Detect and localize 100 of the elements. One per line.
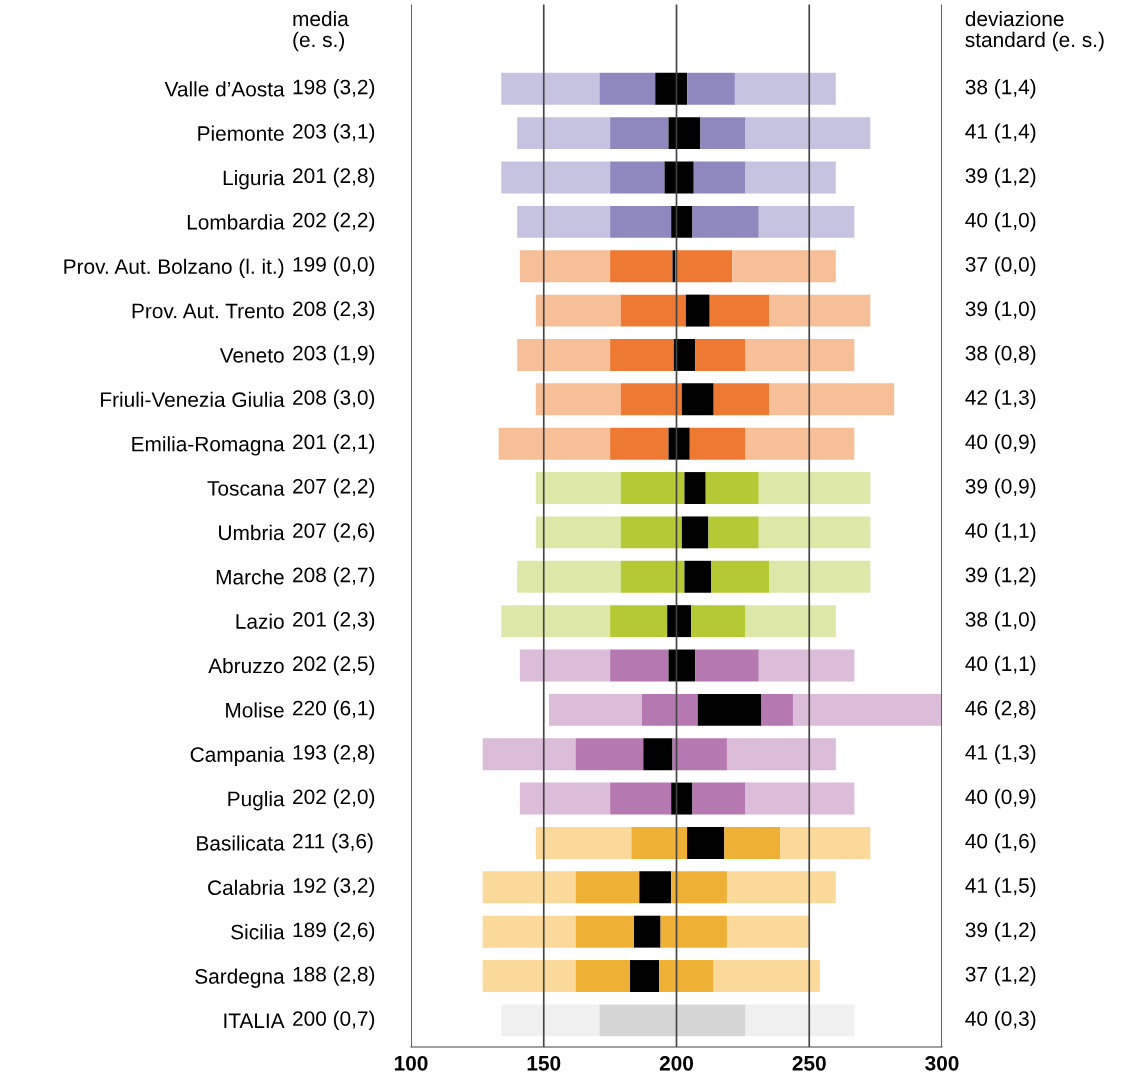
text: 46 (2,8) xyxy=(965,700,1036,720)
text: 211 (3,6) xyxy=(293,833,373,853)
bar xyxy=(689,427,746,460)
bar xyxy=(745,161,836,194)
bar xyxy=(758,649,855,682)
bar xyxy=(708,516,759,549)
bar xyxy=(501,161,611,194)
bar xyxy=(673,338,696,371)
bar xyxy=(745,338,855,371)
bar xyxy=(668,649,696,682)
y-tick-label: Umbria xyxy=(219,524,285,541)
bar xyxy=(745,782,855,815)
bar xyxy=(681,383,714,416)
bar xyxy=(769,560,871,593)
bar xyxy=(501,72,600,105)
bar xyxy=(671,205,693,238)
text: deviazione standard (e. s.) xyxy=(965,10,1104,52)
text: 40 (1,0) xyxy=(965,212,1036,232)
bar xyxy=(610,205,672,238)
text: media (e. s.) xyxy=(293,10,349,52)
bar xyxy=(692,205,759,238)
bar xyxy=(517,338,611,371)
bar xyxy=(535,516,621,549)
bar xyxy=(734,72,836,105)
y-tick-label: Friuli-Venezia Giulia xyxy=(101,391,285,408)
bar xyxy=(700,117,746,150)
text: 203 (3,1) xyxy=(293,123,375,143)
text: 201 (2,3) xyxy=(293,611,375,631)
x-tick-label: 300 xyxy=(925,1055,959,1071)
text: 202 (2,2) xyxy=(293,212,375,232)
bar xyxy=(758,516,871,549)
text: 37 (1,2) xyxy=(965,966,1036,986)
bar xyxy=(549,693,642,726)
bar xyxy=(726,738,836,771)
text: 208 (2,3) xyxy=(293,300,375,321)
text: 41 (1,4) xyxy=(965,123,1036,143)
bar xyxy=(685,294,710,327)
bar xyxy=(519,782,611,815)
bar xyxy=(687,72,735,105)
bar xyxy=(641,693,698,726)
bar xyxy=(535,826,632,859)
bar xyxy=(620,472,685,505)
bar xyxy=(745,117,871,150)
bar xyxy=(620,383,682,416)
bar xyxy=(745,1004,855,1037)
bar xyxy=(672,738,727,771)
y-tick-label: Sicilia xyxy=(231,924,285,940)
bar xyxy=(692,782,746,815)
bar xyxy=(668,427,690,460)
bar xyxy=(681,516,709,549)
bar xyxy=(482,915,576,948)
text: 200 (0,7) xyxy=(293,1010,375,1031)
x-tick-label: 200 xyxy=(659,1055,694,1071)
bar xyxy=(575,738,644,771)
y-tick-label: Piemonte xyxy=(198,125,284,141)
bar xyxy=(575,960,631,992)
bar xyxy=(610,649,669,682)
bar xyxy=(693,161,746,194)
x-tick-label: 150 xyxy=(527,1055,561,1071)
y-tick-label: Valle d’Aosta xyxy=(164,81,285,97)
y-tick-label: Prov. Aut. Trento xyxy=(132,303,284,319)
text: 40 (1,1) xyxy=(965,655,1036,676)
bar xyxy=(671,871,727,904)
y-tick-label: Liguria xyxy=(223,169,285,190)
bar xyxy=(695,649,759,682)
text: 42 (1,3) xyxy=(965,389,1036,410)
text: 38 (0,8) xyxy=(965,345,1036,365)
bar xyxy=(575,915,635,948)
bar xyxy=(724,826,781,859)
bar xyxy=(482,960,576,992)
bar xyxy=(667,605,692,638)
y-tick-label: Emilia-Romagna xyxy=(132,436,285,456)
bar xyxy=(668,117,701,150)
bar xyxy=(709,294,770,327)
bar xyxy=(501,1004,600,1037)
bar xyxy=(713,383,770,416)
text: 201 (2,1) xyxy=(293,433,375,454)
text: 40 (1,1) xyxy=(965,522,1036,543)
bar xyxy=(482,871,576,904)
bar xyxy=(620,560,685,593)
bar xyxy=(655,72,688,105)
text: 37 (0,0) xyxy=(965,256,1036,276)
bar xyxy=(697,693,762,726)
y-tick-label: Molise xyxy=(226,702,284,718)
bar xyxy=(671,782,693,815)
bar xyxy=(660,915,727,948)
bar xyxy=(695,338,746,371)
y-tick-label: ITALIA xyxy=(224,1013,285,1028)
bar xyxy=(517,560,621,593)
y-tick-label: Abruzzo xyxy=(208,657,284,674)
bar xyxy=(769,294,871,327)
bar xyxy=(726,871,836,904)
bar xyxy=(732,250,836,283)
text: 203 (1,9) xyxy=(293,345,375,365)
text: 207 (2,2) xyxy=(293,478,375,498)
bar xyxy=(687,826,725,859)
bar xyxy=(517,205,611,238)
text: 41 (1,5) xyxy=(965,877,1036,897)
text: 38 (1,0) xyxy=(965,611,1036,631)
bar xyxy=(535,472,621,505)
